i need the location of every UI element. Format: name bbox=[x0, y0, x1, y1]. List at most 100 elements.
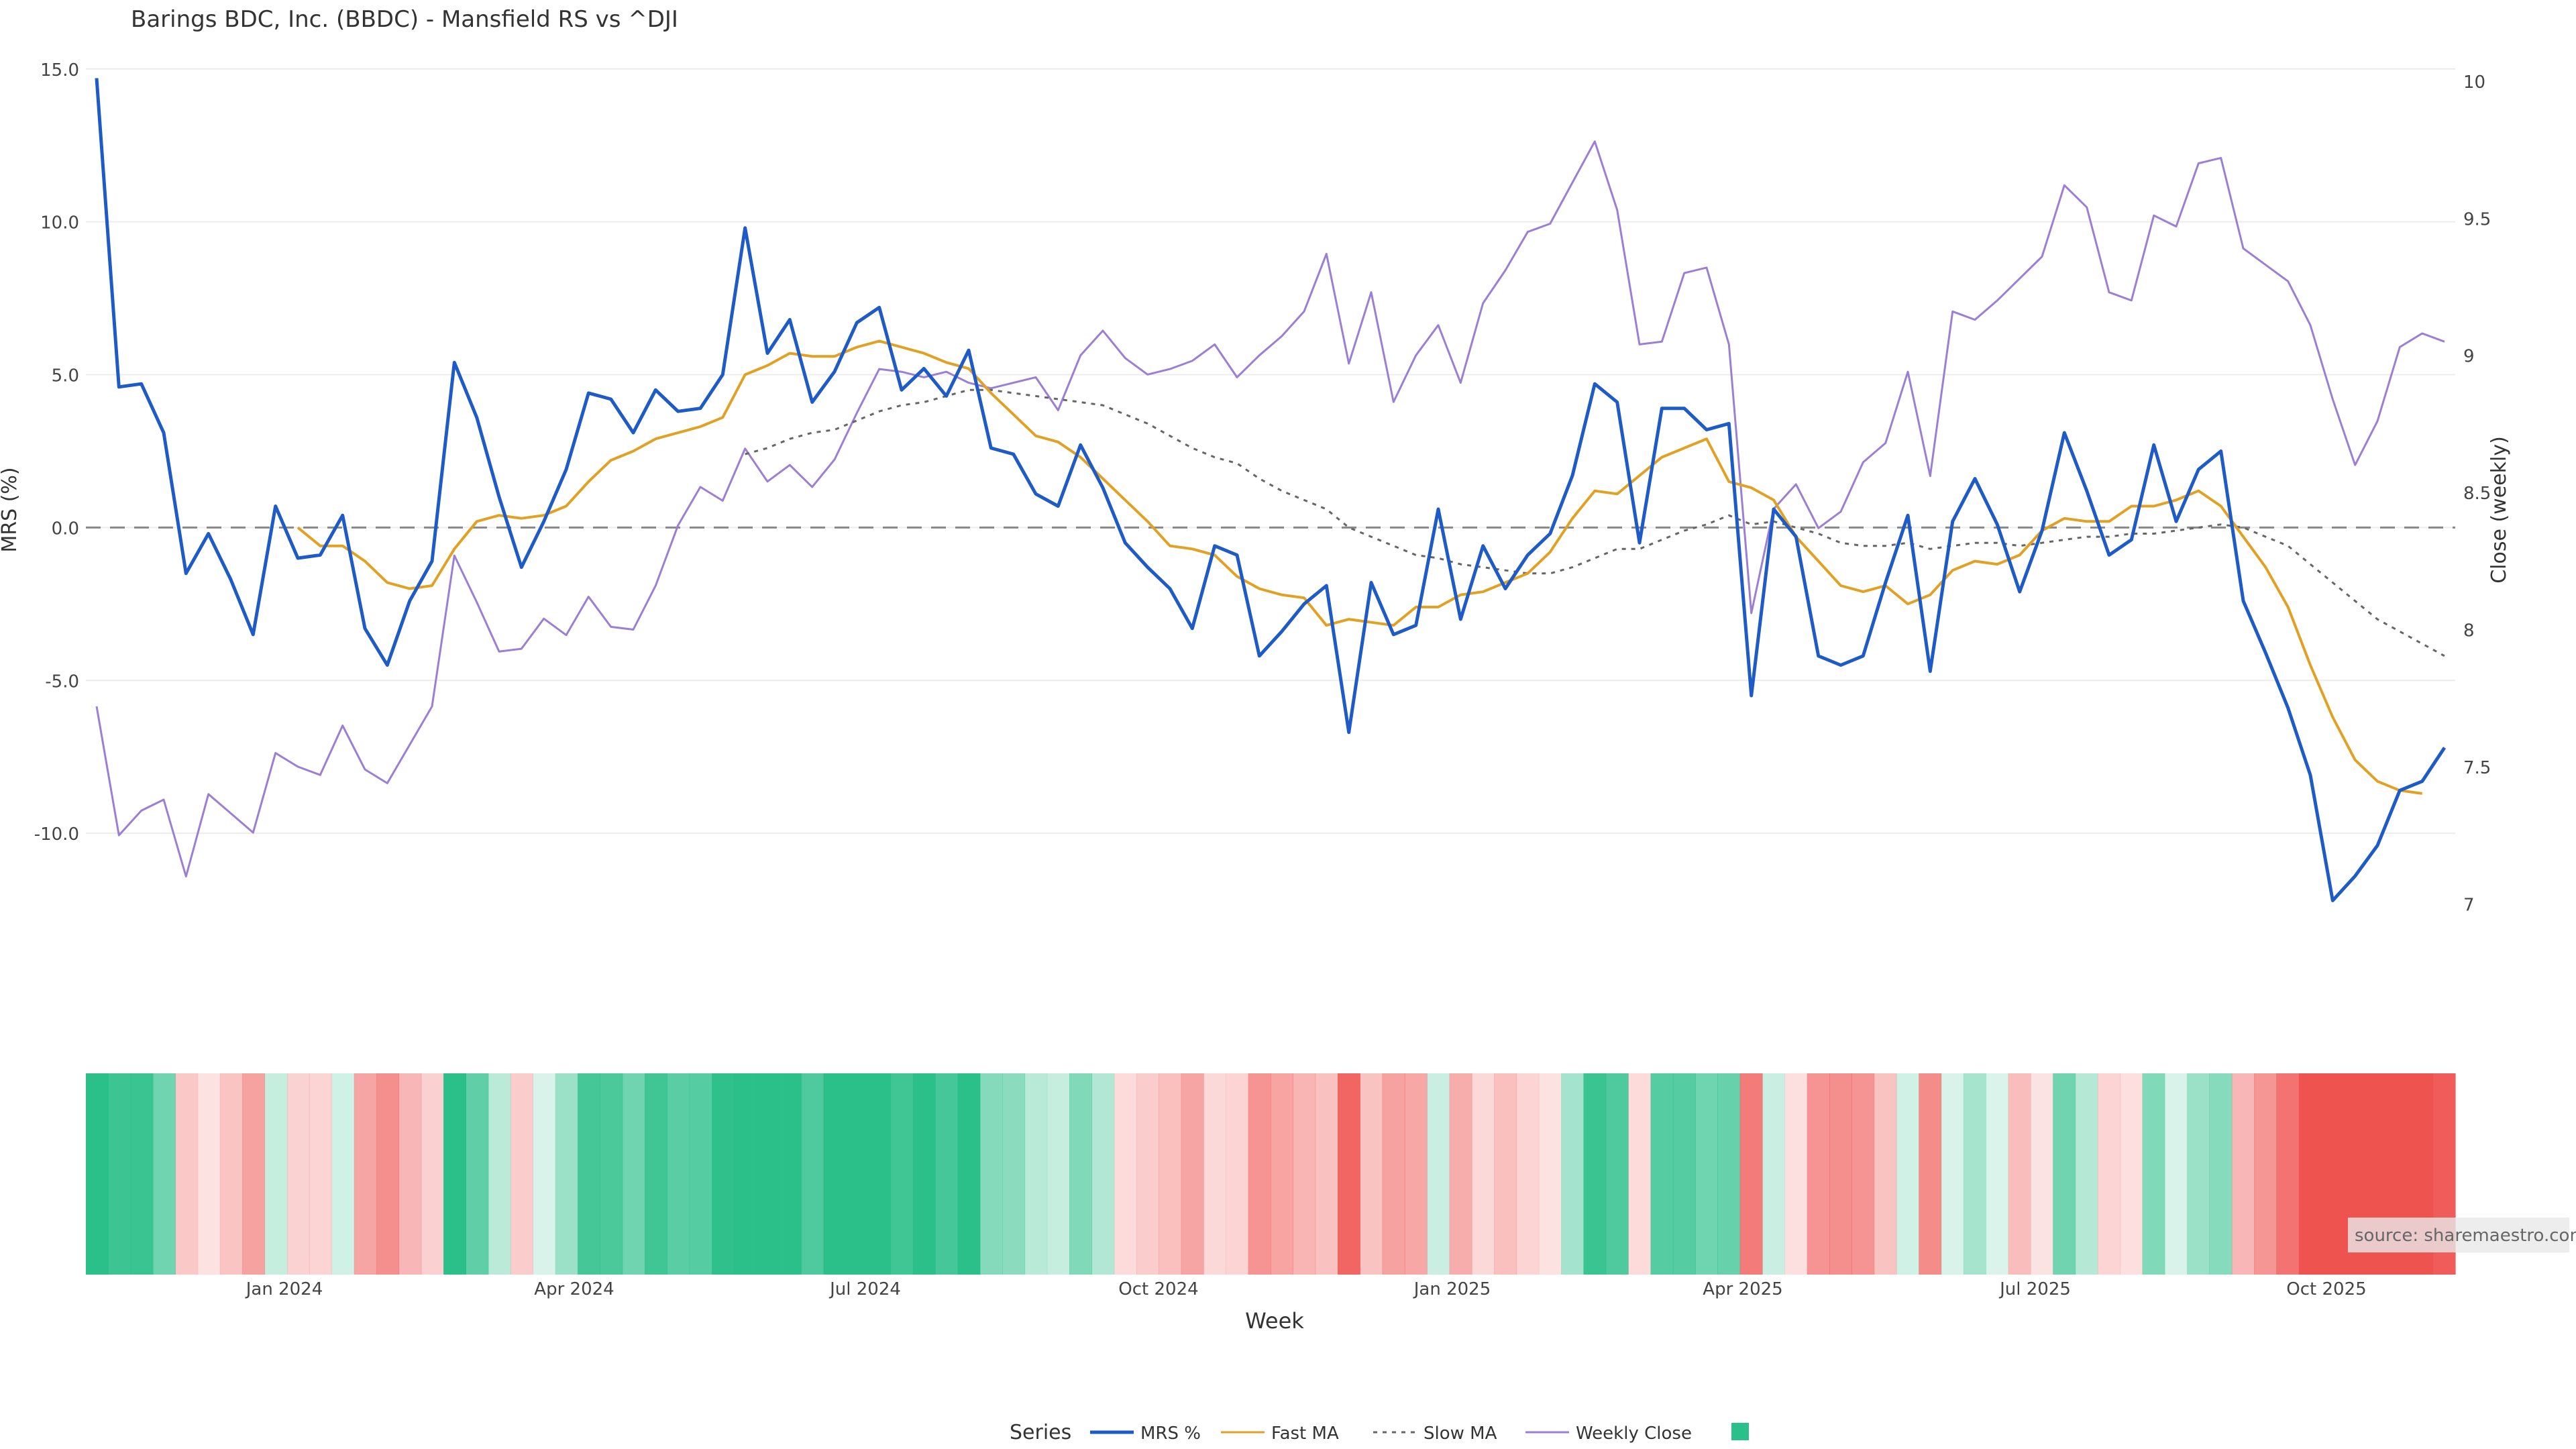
heatmap-cell bbox=[2053, 1073, 2076, 1275]
heatmap-cell bbox=[622, 1073, 645, 1275]
heatmap-cell bbox=[1046, 1073, 1070, 1275]
heatmap-cell bbox=[1784, 1073, 1808, 1275]
heatmap-cell bbox=[2120, 1073, 2143, 1275]
heatmap-cell bbox=[488, 1073, 511, 1275]
heatmap-cell bbox=[443, 1073, 466, 1275]
heatmap-cell bbox=[153, 1073, 176, 1275]
heatmap-cell bbox=[935, 1073, 959, 1275]
legend-label: Fast MA bbox=[1271, 1424, 1339, 1444]
heatmap-cell bbox=[421, 1073, 444, 1275]
heatmap-cell bbox=[354, 1073, 377, 1275]
heatmap-cell bbox=[868, 1073, 892, 1275]
source-badge: source: sharemaestro.com bbox=[2348, 1218, 2576, 1252]
heatmap-cell bbox=[2209, 1073, 2233, 1275]
y-tick-label-left: 5.0 bbox=[52, 366, 79, 386]
heatmap-cell bbox=[1717, 1073, 1741, 1275]
heatmap-cell bbox=[1069, 1073, 1092, 1275]
heatmap-cell bbox=[331, 1073, 355, 1275]
heatmap-cell bbox=[2321, 1073, 2344, 1275]
y-tick-label-right: 7.5 bbox=[2463, 758, 2491, 778]
heatmap-cell bbox=[1091, 1073, 1115, 1275]
heatmap-cell bbox=[130, 1073, 154, 1275]
heatmap-cell bbox=[1315, 1073, 1338, 1275]
heatmap-cell bbox=[1941, 1073, 1964, 1275]
y-axis-label-right: Close (weekly) bbox=[2487, 436, 2511, 584]
x-tick-label: Jul 2024 bbox=[828, 1279, 901, 1299]
heatmap-cell bbox=[1538, 1073, 1562, 1275]
heatmap-cell bbox=[1896, 1073, 1919, 1275]
y-ticks-left: 15.0 10.0 5.0 0.0 -5.0 -10.0 bbox=[34, 60, 79, 845]
heatmap-cell bbox=[1427, 1073, 1450, 1275]
legend-label: MRS % bbox=[1140, 1424, 1201, 1444]
heatmap-cell bbox=[1672, 1073, 1696, 1275]
series-line-slow-ma bbox=[745, 388, 2445, 657]
heatmap-cell bbox=[890, 1073, 914, 1275]
heatmap-cell bbox=[1516, 1073, 1540, 1275]
heatmap-cell bbox=[1136, 1073, 1159, 1275]
heatmap-cell bbox=[979, 1073, 1003, 1275]
heatmap-cell bbox=[1449, 1073, 1472, 1275]
legend-swatch-heatmap bbox=[1731, 1423, 1749, 1440]
heatmap-cell bbox=[309, 1073, 333, 1275]
heatmap-cell bbox=[511, 1073, 533, 1275]
heatmap-cell bbox=[2276, 1073, 2300, 1275]
heatmap-cell bbox=[801, 1073, 824, 1275]
heatmap-strip bbox=[86, 1073, 2456, 1275]
heatmap-cell bbox=[2231, 1073, 2255, 1275]
heatmap-cell bbox=[1762, 1073, 1785, 1275]
heatmap-cell bbox=[2030, 1073, 2053, 1275]
heatmap-cell bbox=[1002, 1073, 1026, 1275]
heatmap-cell bbox=[1874, 1073, 1897, 1275]
heatmap-cell bbox=[734, 1073, 757, 1275]
heatmap-cell bbox=[2097, 1073, 2121, 1275]
heatmap-cell bbox=[645, 1073, 667, 1275]
source-label: source: sharemaestro.com bbox=[2355, 1226, 2576, 1246]
x-tick-label: Oct 2024 bbox=[1118, 1279, 1198, 1299]
heatmap-cell bbox=[1203, 1073, 1226, 1275]
series-layer bbox=[95, 78, 2447, 902]
legend-title: Series bbox=[1010, 1421, 1071, 1444]
heatmap-cell bbox=[1739, 1073, 1763, 1275]
y-ticks-right: 10 9.5 9 8.5 8 7.5 7 bbox=[2463, 72, 2491, 915]
y-tick-label-right: 7 bbox=[2463, 895, 2475, 915]
heatmap-cell bbox=[2008, 1073, 2031, 1275]
heatmap-cell bbox=[1226, 1073, 1249, 1275]
x-axis-label: Week bbox=[1245, 1308, 1304, 1334]
heatmap-cell bbox=[1583, 1073, 1607, 1275]
heatmap-cell bbox=[2142, 1073, 2165, 1275]
y-tick-label-right: 9.5 bbox=[2463, 209, 2491, 229]
heatmap-cell bbox=[1628, 1073, 1651, 1275]
heatmap-cell bbox=[957, 1073, 981, 1275]
y-tick-label-right: 9 bbox=[2463, 347, 2475, 367]
heatmap-cell bbox=[1851, 1073, 1875, 1275]
y-tick-label-left: -5.0 bbox=[45, 672, 79, 692]
heatmap-cell bbox=[912, 1073, 936, 1275]
heatmap-cell bbox=[86, 1073, 109, 1275]
x-tick-label: Jan 2025 bbox=[1413, 1279, 1491, 1299]
y-tick-label-right: 8.5 bbox=[2463, 484, 2491, 504]
heatmap-cell bbox=[1360, 1073, 1383, 1275]
heatmap-cell bbox=[466, 1073, 489, 1275]
heatmap-cell bbox=[1404, 1073, 1428, 1275]
heatmap-cell bbox=[1605, 1073, 1629, 1275]
heatmap-cell bbox=[1829, 1073, 1852, 1275]
heatmap-cell bbox=[823, 1073, 847, 1275]
heatmap-cell bbox=[219, 1073, 243, 1275]
heatmap-cell bbox=[1919, 1073, 1942, 1275]
heatmap-cell bbox=[242, 1073, 266, 1275]
heatmap-cell bbox=[286, 1073, 310, 1275]
heatmap-cell bbox=[600, 1073, 623, 1275]
heatmap-cell bbox=[1561, 1073, 1585, 1275]
heatmap-cell bbox=[1471, 1073, 1495, 1275]
heatmap-cell bbox=[1695, 1073, 1718, 1275]
x-tick-label: Jul 2025 bbox=[1998, 1279, 2071, 1299]
heatmap-cell bbox=[108, 1073, 131, 1275]
heatmap-cell bbox=[533, 1073, 556, 1275]
heatmap-cell bbox=[2254, 1073, 2277, 1275]
heatmap-cell bbox=[1271, 1073, 1293, 1275]
heatmap-cell bbox=[1650, 1073, 1674, 1275]
heatmap-cell bbox=[1963, 1073, 1986, 1275]
series-line-fast-ma bbox=[297, 339, 2422, 795]
source-badge-bg bbox=[2348, 1218, 2569, 1252]
